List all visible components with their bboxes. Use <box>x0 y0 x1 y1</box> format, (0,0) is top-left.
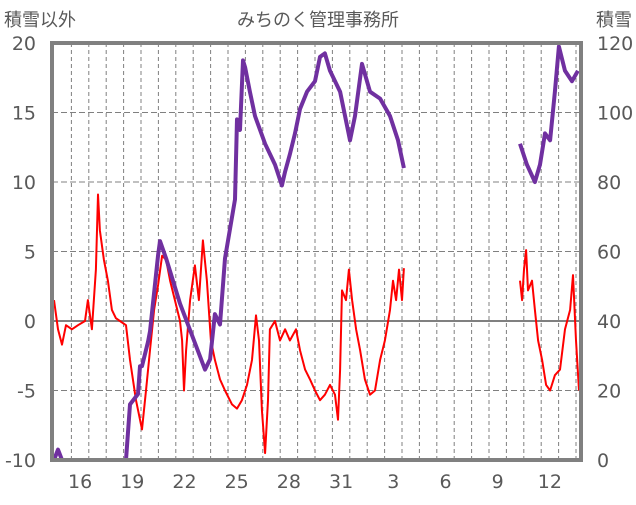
left-axis-title: 積雪以外 <box>4 10 76 31</box>
x-tick-label: 19 <box>120 471 144 493</box>
x-tick-label: 16 <box>68 471 92 493</box>
x-tick-label: 3 <box>387 471 399 493</box>
right-tick-label: 120 <box>597 33 633 55</box>
temperature-line <box>53 193 405 455</box>
left-tick-label: -10 <box>5 450 36 472</box>
left-tick-label: 0 <box>24 311 36 333</box>
right-tick-label: 60 <box>597 242 621 264</box>
left-tick-label: -5 <box>17 381 36 403</box>
right-tick-label: 20 <box>597 381 621 403</box>
series-lines <box>52 44 580 462</box>
temperature-line <box>519 249 580 392</box>
chart-title: みちのく管理事務所 <box>237 10 399 31</box>
gridlines <box>52 43 581 460</box>
left-tick-label: 10 <box>12 172 36 194</box>
snow-depth-line <box>518 44 580 184</box>
x-tick-label: 6 <box>439 471 451 493</box>
left-tick-label: 20 <box>12 33 36 55</box>
right-tick-label: 0 <box>597 450 609 472</box>
left-tick-label: 5 <box>24 242 36 264</box>
x-tick-label: 28 <box>277 471 301 493</box>
x-tick-label: 25 <box>225 471 249 493</box>
x-tick-label: 12 <box>538 471 562 493</box>
x-tick-label: 31 <box>329 471 353 493</box>
x-tick-label: 9 <box>492 471 504 493</box>
right-tick-label: 80 <box>597 172 621 194</box>
plot-frame <box>50 41 583 462</box>
left-tick-label: 15 <box>12 103 36 125</box>
right-tick-label: 100 <box>597 103 633 125</box>
x-tick-label: 22 <box>172 471 196 493</box>
right-axis-title: 積雪 <box>596 10 632 31</box>
snow-depth-line <box>52 51 406 462</box>
right-tick-label: 40 <box>597 311 621 333</box>
